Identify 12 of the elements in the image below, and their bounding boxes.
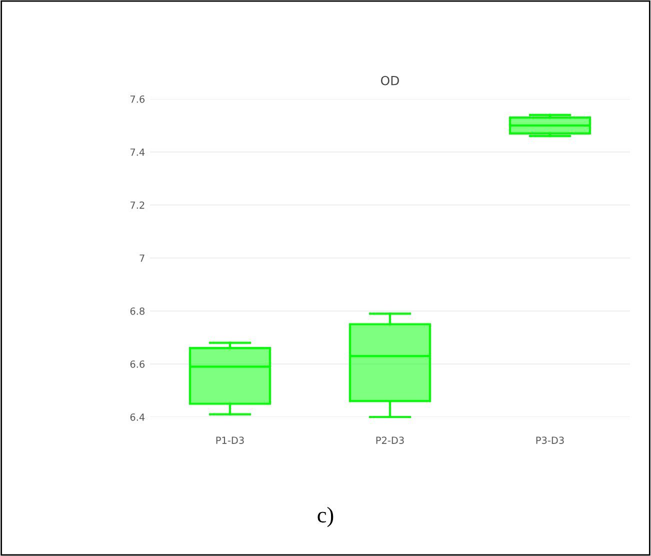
- text: c): [318, 506, 334, 528]
- x-tick-label: P1-D3: [216, 436, 244, 444]
- y-tick-label: 7.2: [130, 201, 144, 209]
- chart-title: OD: [380, 76, 399, 86]
- y-tick-label: 7.6: [130, 95, 145, 103]
- y-tick-label: 6.6: [130, 360, 145, 368]
- y-tick-label: 6.4: [130, 413, 145, 421]
- y-tick-label: 7: [140, 254, 144, 262]
- x-tick-label: P3-D3: [536, 436, 564, 444]
- y-tick-label: 7.4: [130, 148, 145, 156]
- y-tick-label: 6.8: [130, 307, 144, 315]
- x-tick-label: P2-D3: [376, 436, 404, 444]
